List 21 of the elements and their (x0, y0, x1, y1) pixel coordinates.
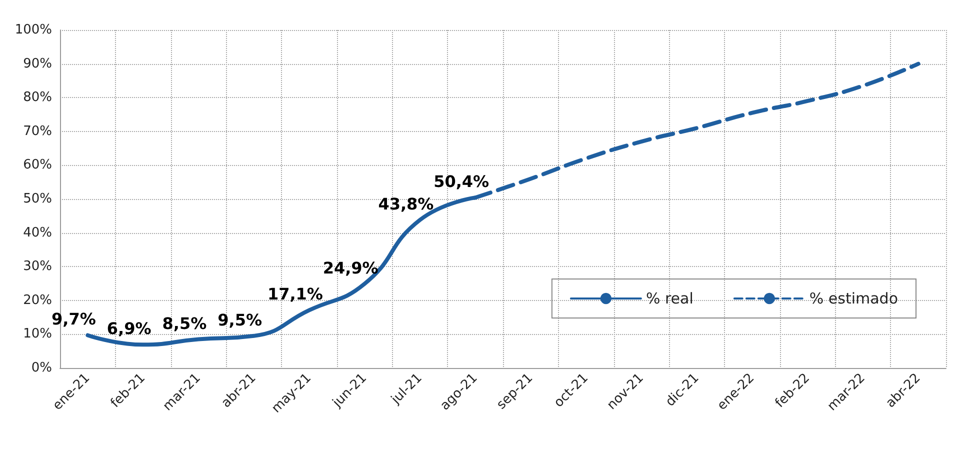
y-tick-label: 30% (23, 259, 52, 274)
y-tick-label: 90% (23, 56, 52, 72)
data-label: 17,1% (267, 284, 323, 304)
data-label: 50,4% (434, 172, 490, 192)
y-tick-label: 100% (14, 22, 52, 38)
y-tick-label: 80% (23, 90, 52, 106)
data-label: 6,9% (106, 319, 152, 338)
data-label: 24,9% (322, 258, 378, 278)
legend-label: % real (646, 290, 694, 308)
data-label: 9,7% (52, 310, 96, 329)
data-label: 8,5% (162, 314, 207, 333)
data-label: 43,8% (378, 194, 434, 214)
y-tick-label: 50% (23, 192, 52, 206)
y-tick-label: 20% (23, 292, 52, 308)
y-tick-label: 60% (23, 158, 52, 173)
y-tick-label: 0% (31, 360, 52, 376)
y-tick-label: 70% (23, 124, 52, 139)
y-tick-label: 10% (23, 326, 52, 342)
y-tick-label: 40% (23, 225, 52, 240)
legend-label: % estimado (809, 290, 898, 308)
data-label: 9,5% (218, 310, 262, 330)
